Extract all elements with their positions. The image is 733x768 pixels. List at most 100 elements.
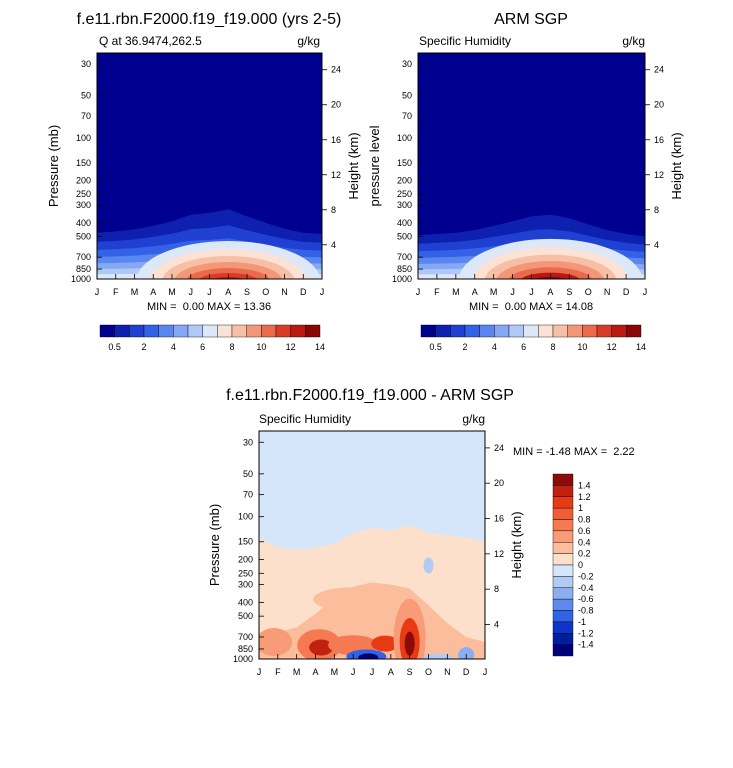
panel-diff-subtitle: Specific Humidity [259, 412, 351, 426]
height-tick-label: 4 [331, 240, 336, 250]
colorbar-swatch [552, 507, 574, 520]
colorbar-label: -1.2 [578, 628, 594, 638]
panel-diff-stats: MIN = -1.48 MAX = 2.22 [513, 446, 635, 458]
colorbar-label: -0.4 [578, 583, 594, 593]
y-tick-label: 300 [238, 580, 253, 590]
y-tick-label: 700 [238, 632, 253, 642]
height-tick-label: 24 [654, 65, 664, 75]
y-tick-label: 150 [397, 158, 412, 168]
panel-obs-height-axis: 24 20 16 12 8 4 [645, 65, 664, 250]
colorbar-swatch [552, 576, 574, 588]
panel-diff-contours [259, 431, 485, 659]
colorbar-swatch [596, 324, 612, 338]
colorbar-swatch [582, 324, 598, 338]
panel-model-subtitle: Q at 36.9474,262.5 [99, 34, 202, 48]
height-tick-label: 8 [331, 205, 336, 215]
y-tick-label: 100 [397, 133, 412, 143]
x-tick-label: N [444, 667, 451, 677]
colorbar-label: 0.5 [429, 342, 442, 352]
colorbar-swatch [552, 633, 574, 645]
colorbar-swatch [114, 324, 130, 338]
height-tick-label: 20 [654, 100, 664, 110]
colorbar-label: 1.2 [578, 492, 591, 502]
height-tick-label: 12 [494, 549, 504, 559]
x-tick-label: N [281, 287, 288, 297]
x-tick-label: J [257, 667, 262, 677]
panel-diff-title: f.e11.rbn.F2000.f19_f19.000 - ARM SGP [226, 387, 514, 404]
colorbar-label: 0.6 [578, 526, 591, 536]
colorbar-swatch [143, 324, 159, 338]
x-tick-label: D [300, 287, 307, 297]
y-tick-label: 300 [397, 200, 412, 210]
colorbar-swatch [552, 621, 574, 634]
x-tick-label: D [463, 667, 470, 677]
y-tick-label: 500 [238, 611, 253, 621]
colorbar-swatch [552, 519, 574, 532]
colorbar-swatch [479, 324, 495, 338]
x-tick-label: D [623, 287, 630, 297]
height-tick-label: 12 [654, 170, 664, 180]
colorbar-swatch [552, 473, 574, 486]
colorbar-label: 14 [315, 342, 325, 352]
height-tick-label: 16 [654, 135, 664, 145]
x-tick-label: O [425, 667, 432, 677]
y-tick-label: 150 [76, 158, 91, 168]
height-tick-label: 24 [331, 65, 341, 75]
panel-model-title: f.e11.rbn.F2000.f19_f19.000 (yrs 2-5) [77, 11, 342, 28]
panel-obs-ylabel-right: Height (km) [669, 132, 684, 199]
colorbar-label: 12 [607, 342, 617, 352]
height-tick-label: 8 [494, 584, 499, 594]
y-tick-label: 200 [76, 175, 91, 185]
colorbar-swatch [129, 324, 145, 338]
y-tick-label: 500 [397, 232, 412, 242]
colorbar-label: 10 [256, 342, 266, 352]
colorbar-label: 12 [286, 342, 296, 352]
y-tick-label: 250 [76, 189, 91, 199]
colorbar-swatch [552, 553, 574, 566]
colorbar-swatch [494, 324, 510, 338]
height-tick-label: 8 [654, 205, 659, 215]
colorbar-swatch [552, 496, 574, 509]
colorbar-label: -0.8 [578, 606, 594, 616]
colorbar-swatch [435, 324, 451, 338]
x-tick-label: N [604, 287, 611, 297]
x-tick-label: A [388, 667, 394, 677]
colorbar-swatch [626, 324, 642, 338]
height-tick-label: 24 [494, 443, 504, 453]
x-tick-label: J [320, 287, 325, 297]
colorbar-label: 10 [577, 342, 587, 352]
colorbar-label: 1 [578, 503, 583, 513]
x-tick-label: J [351, 667, 356, 677]
colorbar-label: -1.4 [578, 640, 594, 650]
y-tick-label: 30 [402, 59, 412, 69]
colorbar-swatch [99, 324, 115, 338]
colorbar-swatch [552, 530, 574, 543]
panel-model: f.e11.rbn.F2000.f19_f19.000 (yrs 2-5) Q … [46, 11, 361, 352]
contour-blob-negative [423, 557, 434, 574]
colorbar-label: 0 [578, 560, 583, 570]
x-tick-label: J [416, 287, 421, 297]
x-tick-label: S [566, 287, 572, 297]
colorbar-swatch [158, 324, 174, 338]
x-tick-label: M [452, 287, 460, 297]
colorbar-swatch [552, 610, 574, 623]
panel-obs-subtitle: Specific Humidity [419, 34, 511, 48]
panel-obs-title: ARM SGP [494, 11, 568, 28]
panel-obs: ARM SGP Specific Humidity g/kg 305070100… [367, 11, 684, 352]
colorbar-swatch [552, 644, 574, 657]
y-tick-label: 1000 [71, 274, 91, 284]
colorbar-swatch [538, 324, 554, 338]
colorbar-swatch [420, 324, 436, 338]
panel-obs-ylabel: pressure level [367, 125, 382, 206]
y-tick-label: 700 [397, 252, 412, 262]
y-tick-label: 200 [238, 555, 253, 565]
contour-blob [371, 635, 400, 652]
colorbar-label: -0.6 [578, 594, 594, 604]
y-tick-label: 50 [81, 90, 91, 100]
x-tick-label: M [293, 667, 301, 677]
x-tick-label: A [472, 287, 478, 297]
contour-blob [309, 639, 334, 656]
